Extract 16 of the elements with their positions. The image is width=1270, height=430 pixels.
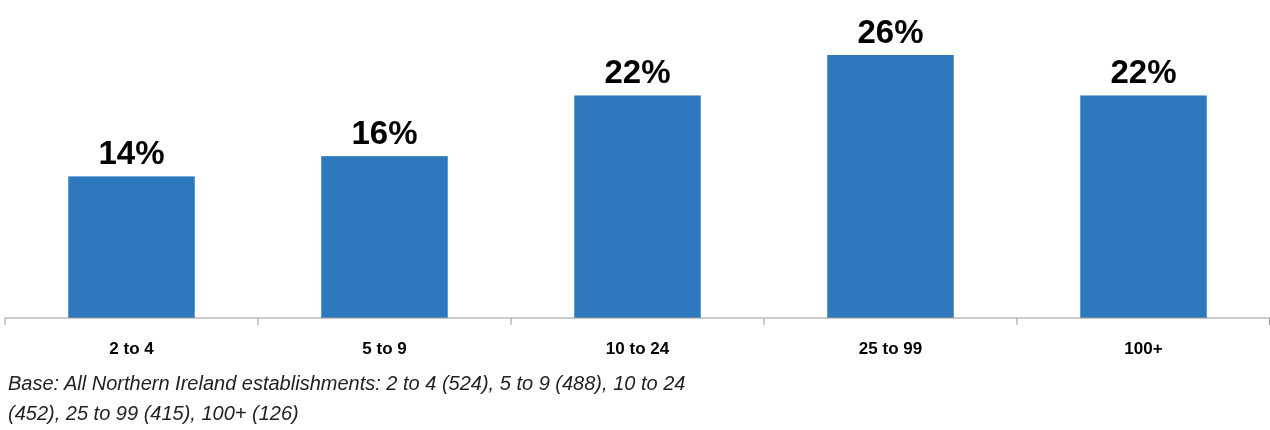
x-tick-label: 10 to 24 bbox=[605, 339, 670, 358]
data-label: 16% bbox=[351, 114, 418, 152]
bar bbox=[321, 156, 448, 318]
data-label: 22% bbox=[1110, 53, 1177, 91]
data-label: 26% bbox=[857, 13, 924, 50]
data-label: 22% bbox=[604, 53, 671, 91]
data-label: 14% bbox=[98, 134, 165, 172]
x-tick-label: 25 to 99 bbox=[858, 339, 923, 358]
bar bbox=[68, 176, 195, 318]
bar bbox=[827, 55, 954, 318]
bar bbox=[1080, 95, 1207, 318]
bar bbox=[574, 95, 701, 318]
x-tick-label: 100+ bbox=[1124, 339, 1163, 358]
x-tick-label: 2 to 4 bbox=[109, 339, 155, 358]
text: Base: All Northern Ireland establishments: 2 to 4 (524), 5 to 9 (488), 10 to 24 (452), 25 to 99 (415), 100+ (126) bbox=[8, 372, 686, 424]
x-tick-label: 5 to 9 bbox=[362, 339, 407, 358]
